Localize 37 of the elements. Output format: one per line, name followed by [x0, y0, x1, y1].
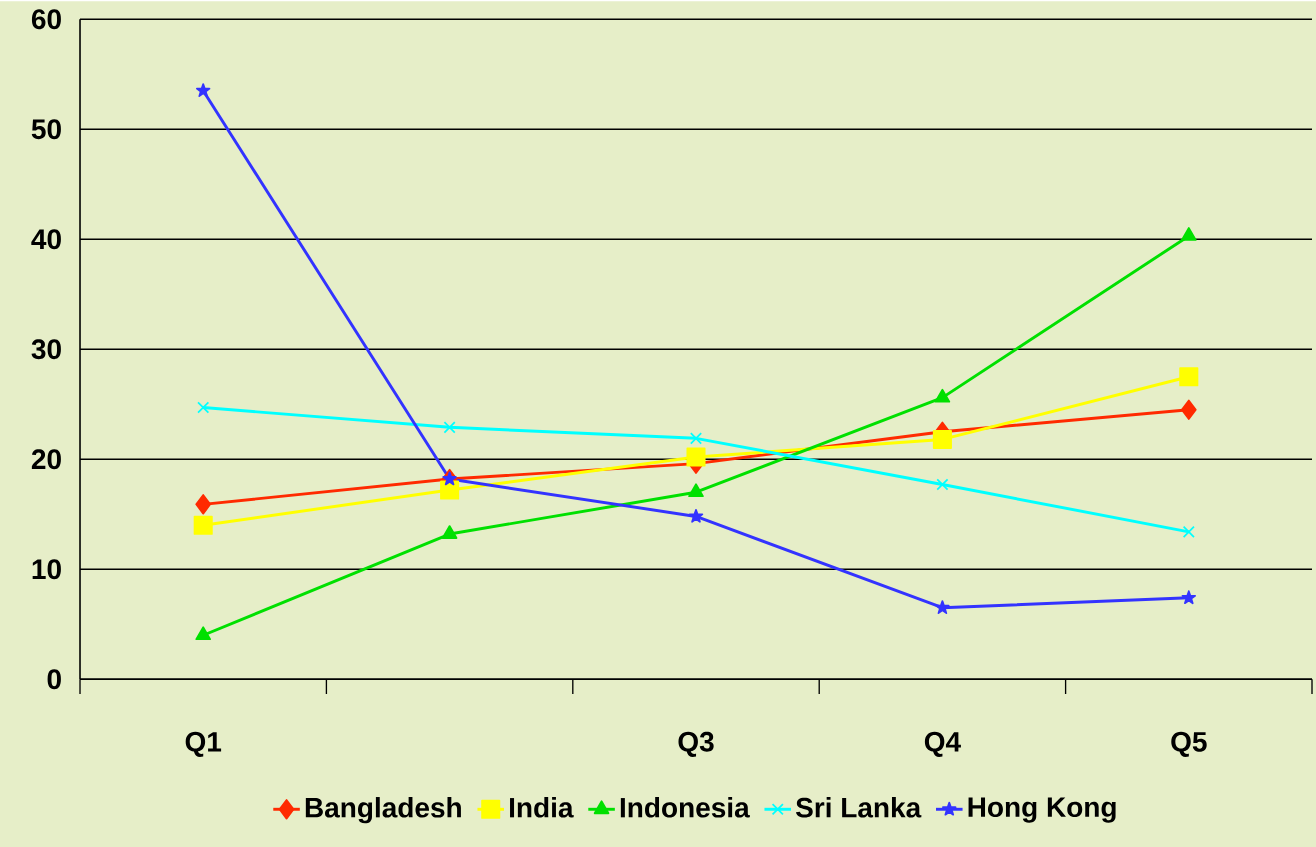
x-tick-label: Q5	[1171, 731, 1207, 757]
x-tick-label: Q1	[185, 731, 222, 757]
x-tick-label: Q4	[924, 731, 961, 757]
point	[932, 429, 952, 449]
point	[688, 483, 704, 497]
point	[934, 388, 951, 403]
y-tick-label: 50	[31, 119, 61, 140]
legend-label: Sri Lanka	[795, 796, 922, 818]
y-tick-label: 60	[31, 9, 61, 30]
y-tick-label: 40	[31, 229, 61, 250]
point	[936, 478, 949, 491]
y-tick-label: 0	[47, 669, 61, 690]
legend-label: India	[510, 796, 574, 818]
legend-label: Hong Kong	[968, 797, 1116, 823]
y-tick-label: 20	[31, 449, 61, 470]
point	[1179, 367, 1199, 387]
point	[1181, 590, 1197, 604]
point	[442, 471, 457, 486]
y-tick-label: 10	[32, 559, 61, 580]
x-tick-label: Q3	[678, 731, 714, 757]
point	[193, 515, 213, 535]
legend-label: Bangladesh	[305, 796, 461, 824]
point	[440, 480, 460, 500]
y-tick-label: 30	[31, 339, 61, 360]
point	[689, 432, 703, 445]
point	[195, 626, 212, 640]
point	[443, 421, 456, 434]
point	[197, 401, 210, 414]
point	[441, 525, 458, 539]
legend-label: Indonesia	[620, 796, 750, 818]
point	[686, 447, 706, 467]
point	[195, 494, 212, 515]
point	[688, 508, 704, 523]
point	[935, 600, 950, 614]
point	[1180, 399, 1197, 420]
point	[196, 83, 211, 97]
point	[1182, 525, 1195, 538]
